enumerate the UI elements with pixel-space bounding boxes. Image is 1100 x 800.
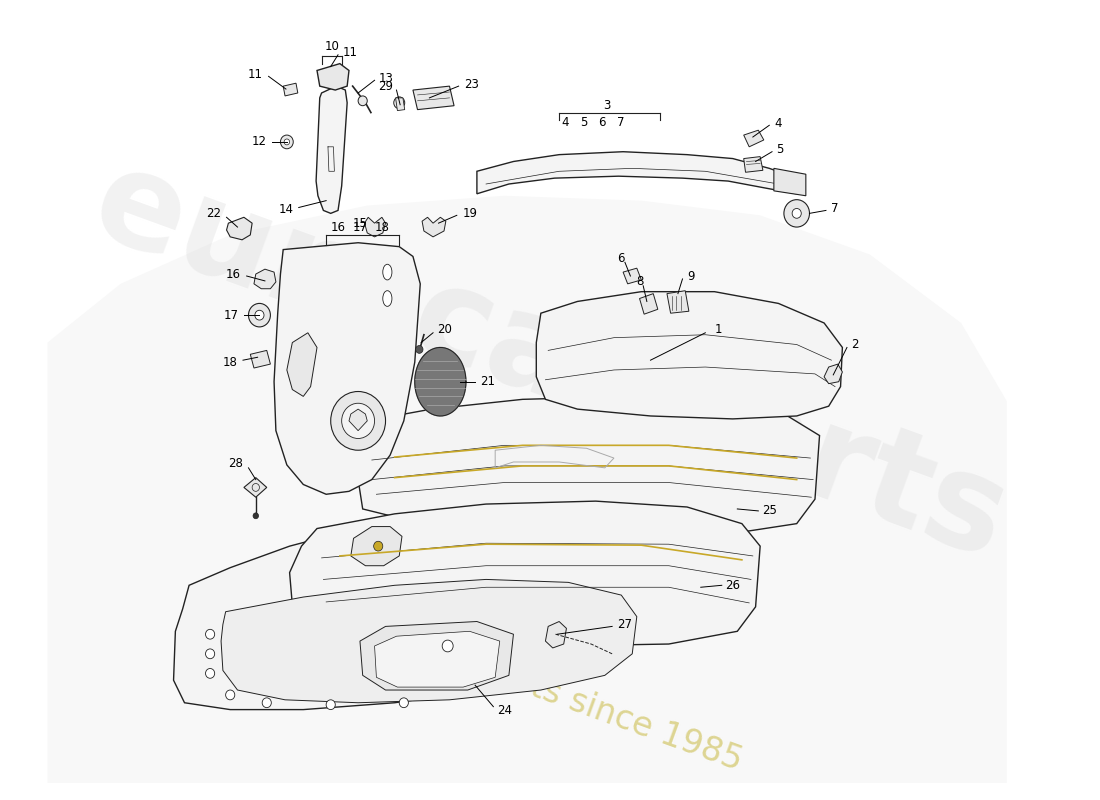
Text: 26: 26: [725, 578, 740, 592]
Text: 14: 14: [278, 203, 294, 216]
Polygon shape: [351, 526, 402, 566]
Circle shape: [326, 700, 336, 710]
Text: 23: 23: [464, 78, 478, 90]
Polygon shape: [364, 218, 385, 237]
Circle shape: [399, 698, 408, 708]
Text: 6: 6: [617, 252, 625, 265]
Circle shape: [249, 303, 271, 327]
Text: 21: 21: [480, 375, 495, 388]
Polygon shape: [415, 347, 466, 416]
Circle shape: [284, 139, 289, 145]
Text: 9: 9: [688, 270, 694, 282]
Polygon shape: [412, 86, 454, 110]
Circle shape: [206, 669, 214, 678]
Text: 4: 4: [562, 116, 570, 129]
Polygon shape: [221, 579, 637, 702]
Text: 8: 8: [636, 275, 644, 288]
Text: 11: 11: [342, 46, 358, 59]
Polygon shape: [274, 242, 420, 494]
Circle shape: [792, 209, 801, 218]
Text: 7: 7: [617, 116, 624, 129]
Circle shape: [374, 542, 383, 551]
Polygon shape: [639, 294, 658, 314]
Text: 22: 22: [206, 207, 221, 220]
Ellipse shape: [383, 264, 392, 280]
Polygon shape: [349, 409, 367, 430]
Text: 10: 10: [324, 41, 339, 54]
Text: 20: 20: [438, 323, 452, 336]
Polygon shape: [360, 622, 514, 690]
Polygon shape: [396, 98, 405, 110]
Polygon shape: [287, 333, 317, 396]
Text: 17: 17: [223, 309, 239, 322]
Polygon shape: [667, 290, 689, 314]
Polygon shape: [422, 218, 446, 237]
Circle shape: [416, 346, 424, 354]
Circle shape: [255, 310, 264, 320]
Circle shape: [331, 391, 385, 450]
Text: 15: 15: [352, 217, 367, 230]
Text: 5: 5: [580, 116, 587, 129]
Circle shape: [442, 640, 453, 652]
Circle shape: [262, 698, 272, 708]
Text: 28: 28: [228, 458, 243, 470]
Polygon shape: [824, 364, 843, 384]
Polygon shape: [537, 292, 843, 419]
Polygon shape: [477, 152, 796, 194]
Circle shape: [206, 649, 214, 658]
Polygon shape: [744, 130, 763, 147]
Polygon shape: [316, 86, 348, 214]
Polygon shape: [623, 268, 641, 284]
Text: a passion for parts since 1985: a passion for parts since 1985: [262, 574, 747, 777]
Text: 12: 12: [252, 135, 267, 149]
Polygon shape: [546, 622, 566, 648]
Text: 25: 25: [762, 505, 777, 518]
Text: 29: 29: [377, 80, 393, 93]
Ellipse shape: [383, 290, 392, 306]
Circle shape: [226, 690, 234, 700]
Polygon shape: [289, 501, 760, 646]
Polygon shape: [254, 269, 276, 289]
Polygon shape: [227, 218, 252, 240]
Circle shape: [342, 403, 375, 438]
Polygon shape: [283, 83, 298, 96]
Text: 27: 27: [617, 618, 632, 631]
Circle shape: [252, 483, 260, 491]
Polygon shape: [375, 631, 499, 687]
Text: 1: 1: [715, 323, 722, 336]
Text: 4: 4: [774, 117, 782, 130]
Circle shape: [206, 630, 214, 639]
Text: 3: 3: [603, 99, 611, 112]
Circle shape: [359, 96, 367, 106]
Text: 5: 5: [777, 143, 784, 156]
Text: 13: 13: [379, 72, 394, 85]
Text: 18: 18: [374, 221, 389, 234]
Polygon shape: [47, 196, 1006, 783]
Polygon shape: [174, 511, 661, 710]
Text: 7: 7: [830, 202, 838, 215]
Circle shape: [253, 513, 258, 518]
Text: 19: 19: [462, 207, 477, 220]
Text: 6: 6: [598, 116, 606, 129]
Text: 18: 18: [222, 356, 238, 369]
Text: 24: 24: [497, 704, 512, 717]
Text: 11: 11: [249, 68, 263, 81]
Circle shape: [394, 97, 405, 109]
Polygon shape: [359, 396, 820, 536]
Text: 2: 2: [851, 338, 859, 351]
Circle shape: [280, 135, 294, 149]
Polygon shape: [744, 157, 763, 172]
Polygon shape: [251, 350, 271, 368]
Circle shape: [784, 200, 810, 227]
Polygon shape: [774, 168, 806, 196]
Text: 17: 17: [352, 221, 367, 234]
Polygon shape: [244, 478, 267, 498]
Text: 16: 16: [330, 221, 345, 234]
Text: eurocarparts: eurocarparts: [76, 138, 1024, 586]
Text: 16: 16: [227, 267, 241, 281]
Polygon shape: [317, 64, 349, 90]
